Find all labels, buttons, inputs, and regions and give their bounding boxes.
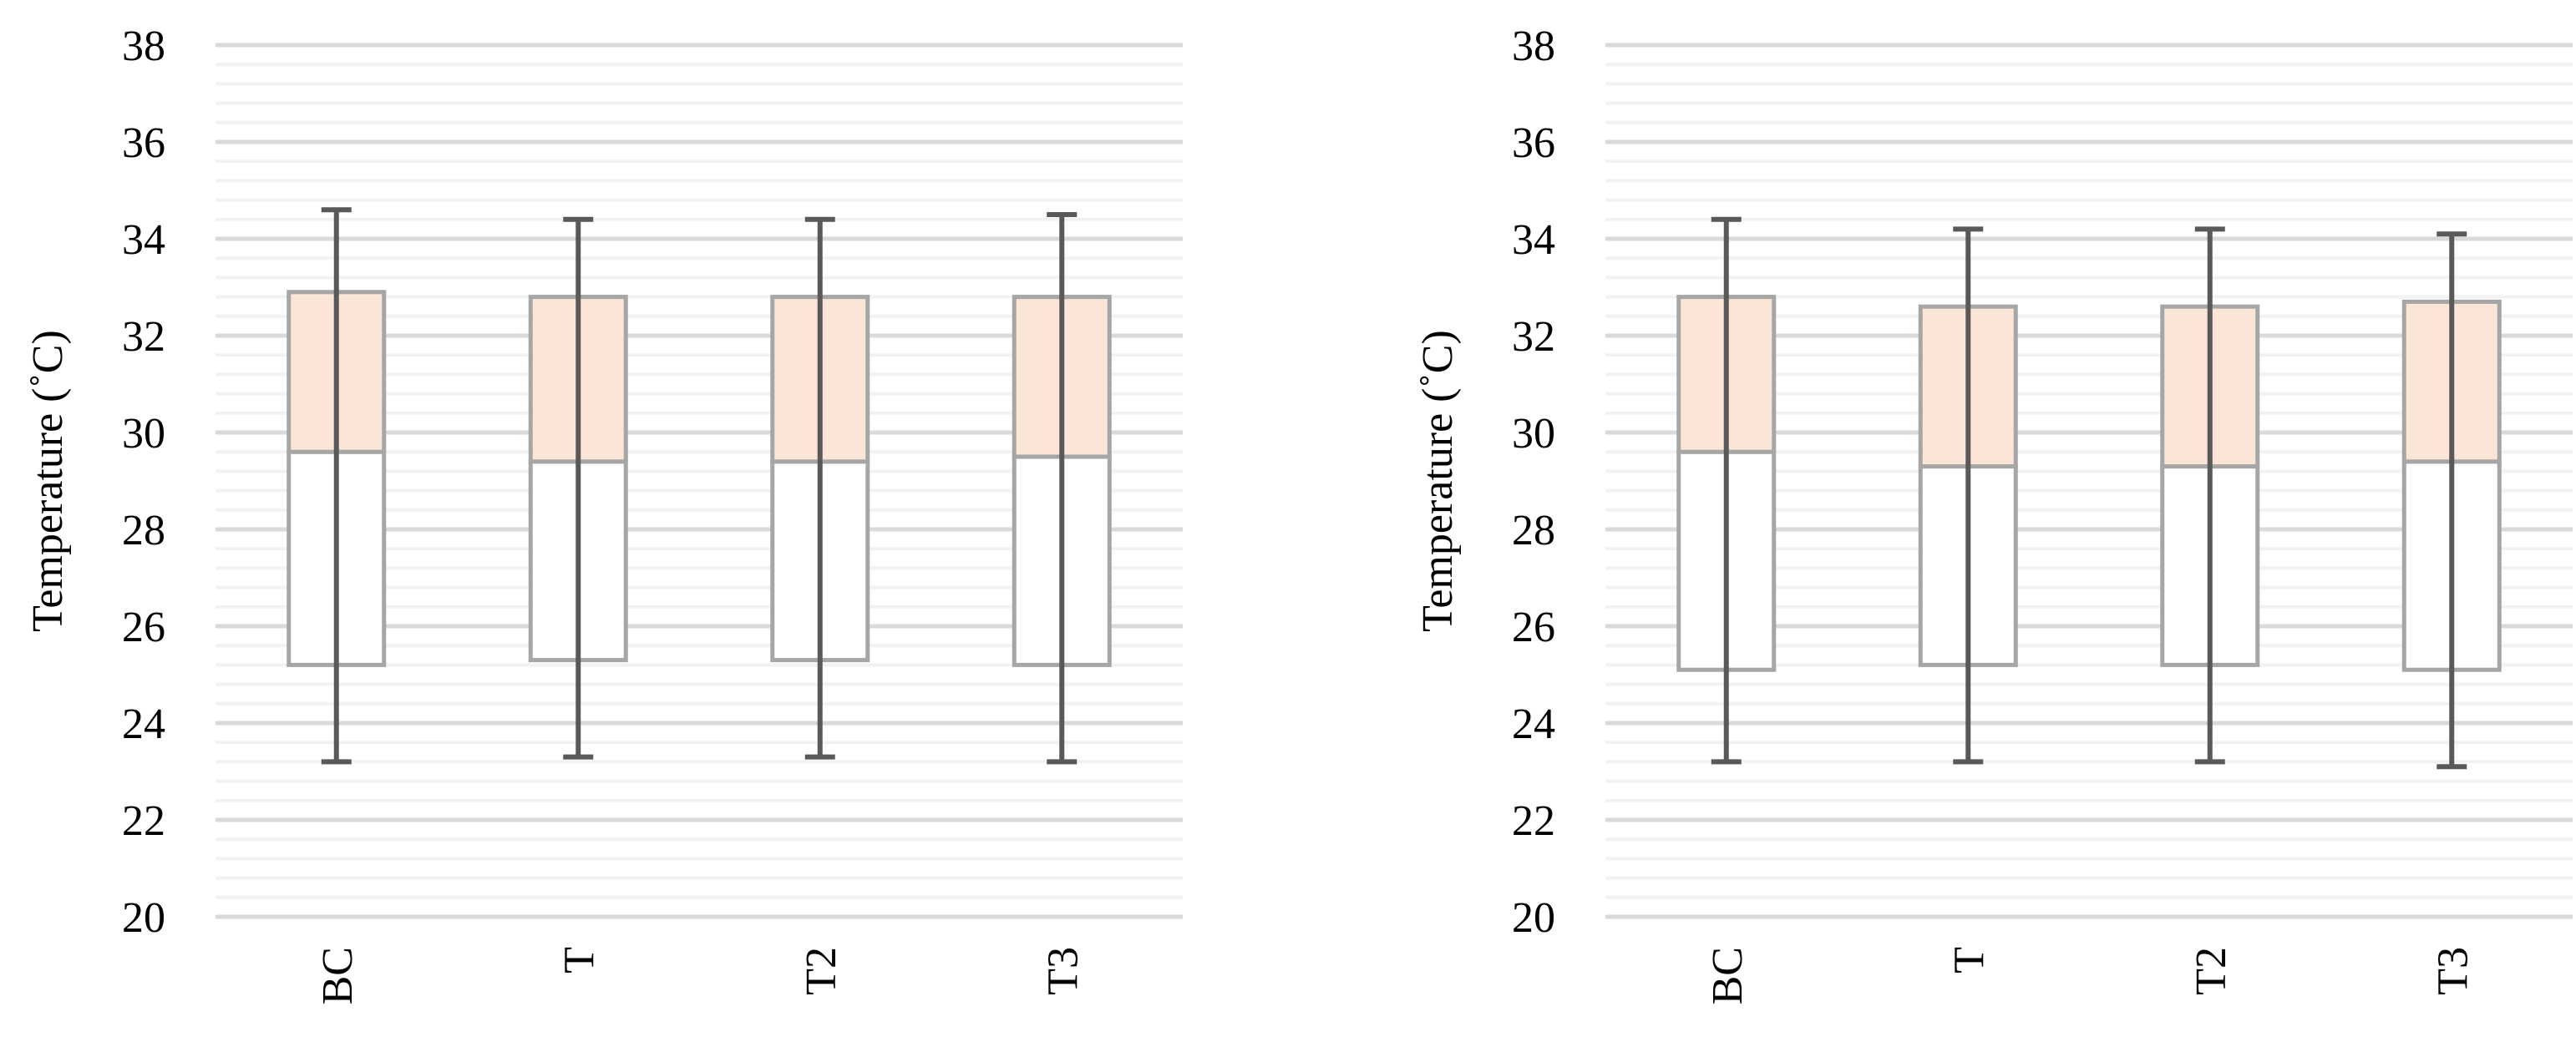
y-tick-label: 32 (122, 313, 165, 361)
x-category-label: T (1945, 947, 1993, 974)
y-tick-label: 38 (1512, 23, 1555, 70)
x-category-label: T (555, 947, 603, 974)
y-tick-label: 24 (1512, 701, 1555, 748)
y-tick-label: 34 (122, 216, 165, 264)
box-t3 (2401, 231, 2502, 770)
y-axis-title: Temperature (˚C) (24, 330, 72, 632)
box-t (1918, 226, 2018, 765)
x-category-label: T2 (2188, 947, 2235, 995)
x-category-label: BC (1704, 947, 1752, 1004)
box-t2 (2160, 226, 2260, 765)
x-category-label: T3 (2429, 947, 2477, 995)
box-t (528, 216, 628, 760)
y-tick-label: 30 (122, 410, 165, 458)
y-tick-label: 34 (1512, 216, 1555, 264)
chart-left: 20 22 24 26 28 30 32 34 36 38 Temperature (˚C) BC T T… (24, 23, 1183, 1004)
y-axis-title: Temperature (˚C) (1414, 330, 1462, 632)
y-tick-label: 26 (1512, 604, 1555, 651)
y-tick-label: 20 (122, 894, 165, 942)
y-tick-label: 32 (1512, 313, 1555, 361)
y-tick-label: 26 (122, 604, 165, 651)
chart-right: 20 22 24 26 28 30 32 34 36 38 Temperature (˚C) BC T T… (1414, 23, 2573, 1004)
x-category-label: T2 (798, 947, 845, 995)
x-category-label: T3 (1039, 947, 1087, 995)
y-tick-label: 22 (122, 797, 165, 845)
y-tick-label: 28 (1512, 507, 1555, 554)
y-tick-label: 38 (122, 23, 165, 70)
box-t2 (770, 216, 870, 760)
y-tick-label: 22 (1512, 797, 1555, 845)
y-tick-label: 24 (122, 701, 165, 748)
x-category-label: BC (314, 947, 362, 1004)
box-bc (1676, 216, 1777, 765)
y-tick-label: 20 (1512, 894, 1555, 942)
y-tick-label: 36 (122, 119, 165, 167)
y-tick-label: 28 (122, 507, 165, 554)
y-tick-label: 36 (1512, 119, 1555, 167)
box-t3 (1012, 212, 1112, 765)
y-tick-label: 30 (1512, 410, 1555, 458)
box-bc (287, 207, 387, 765)
